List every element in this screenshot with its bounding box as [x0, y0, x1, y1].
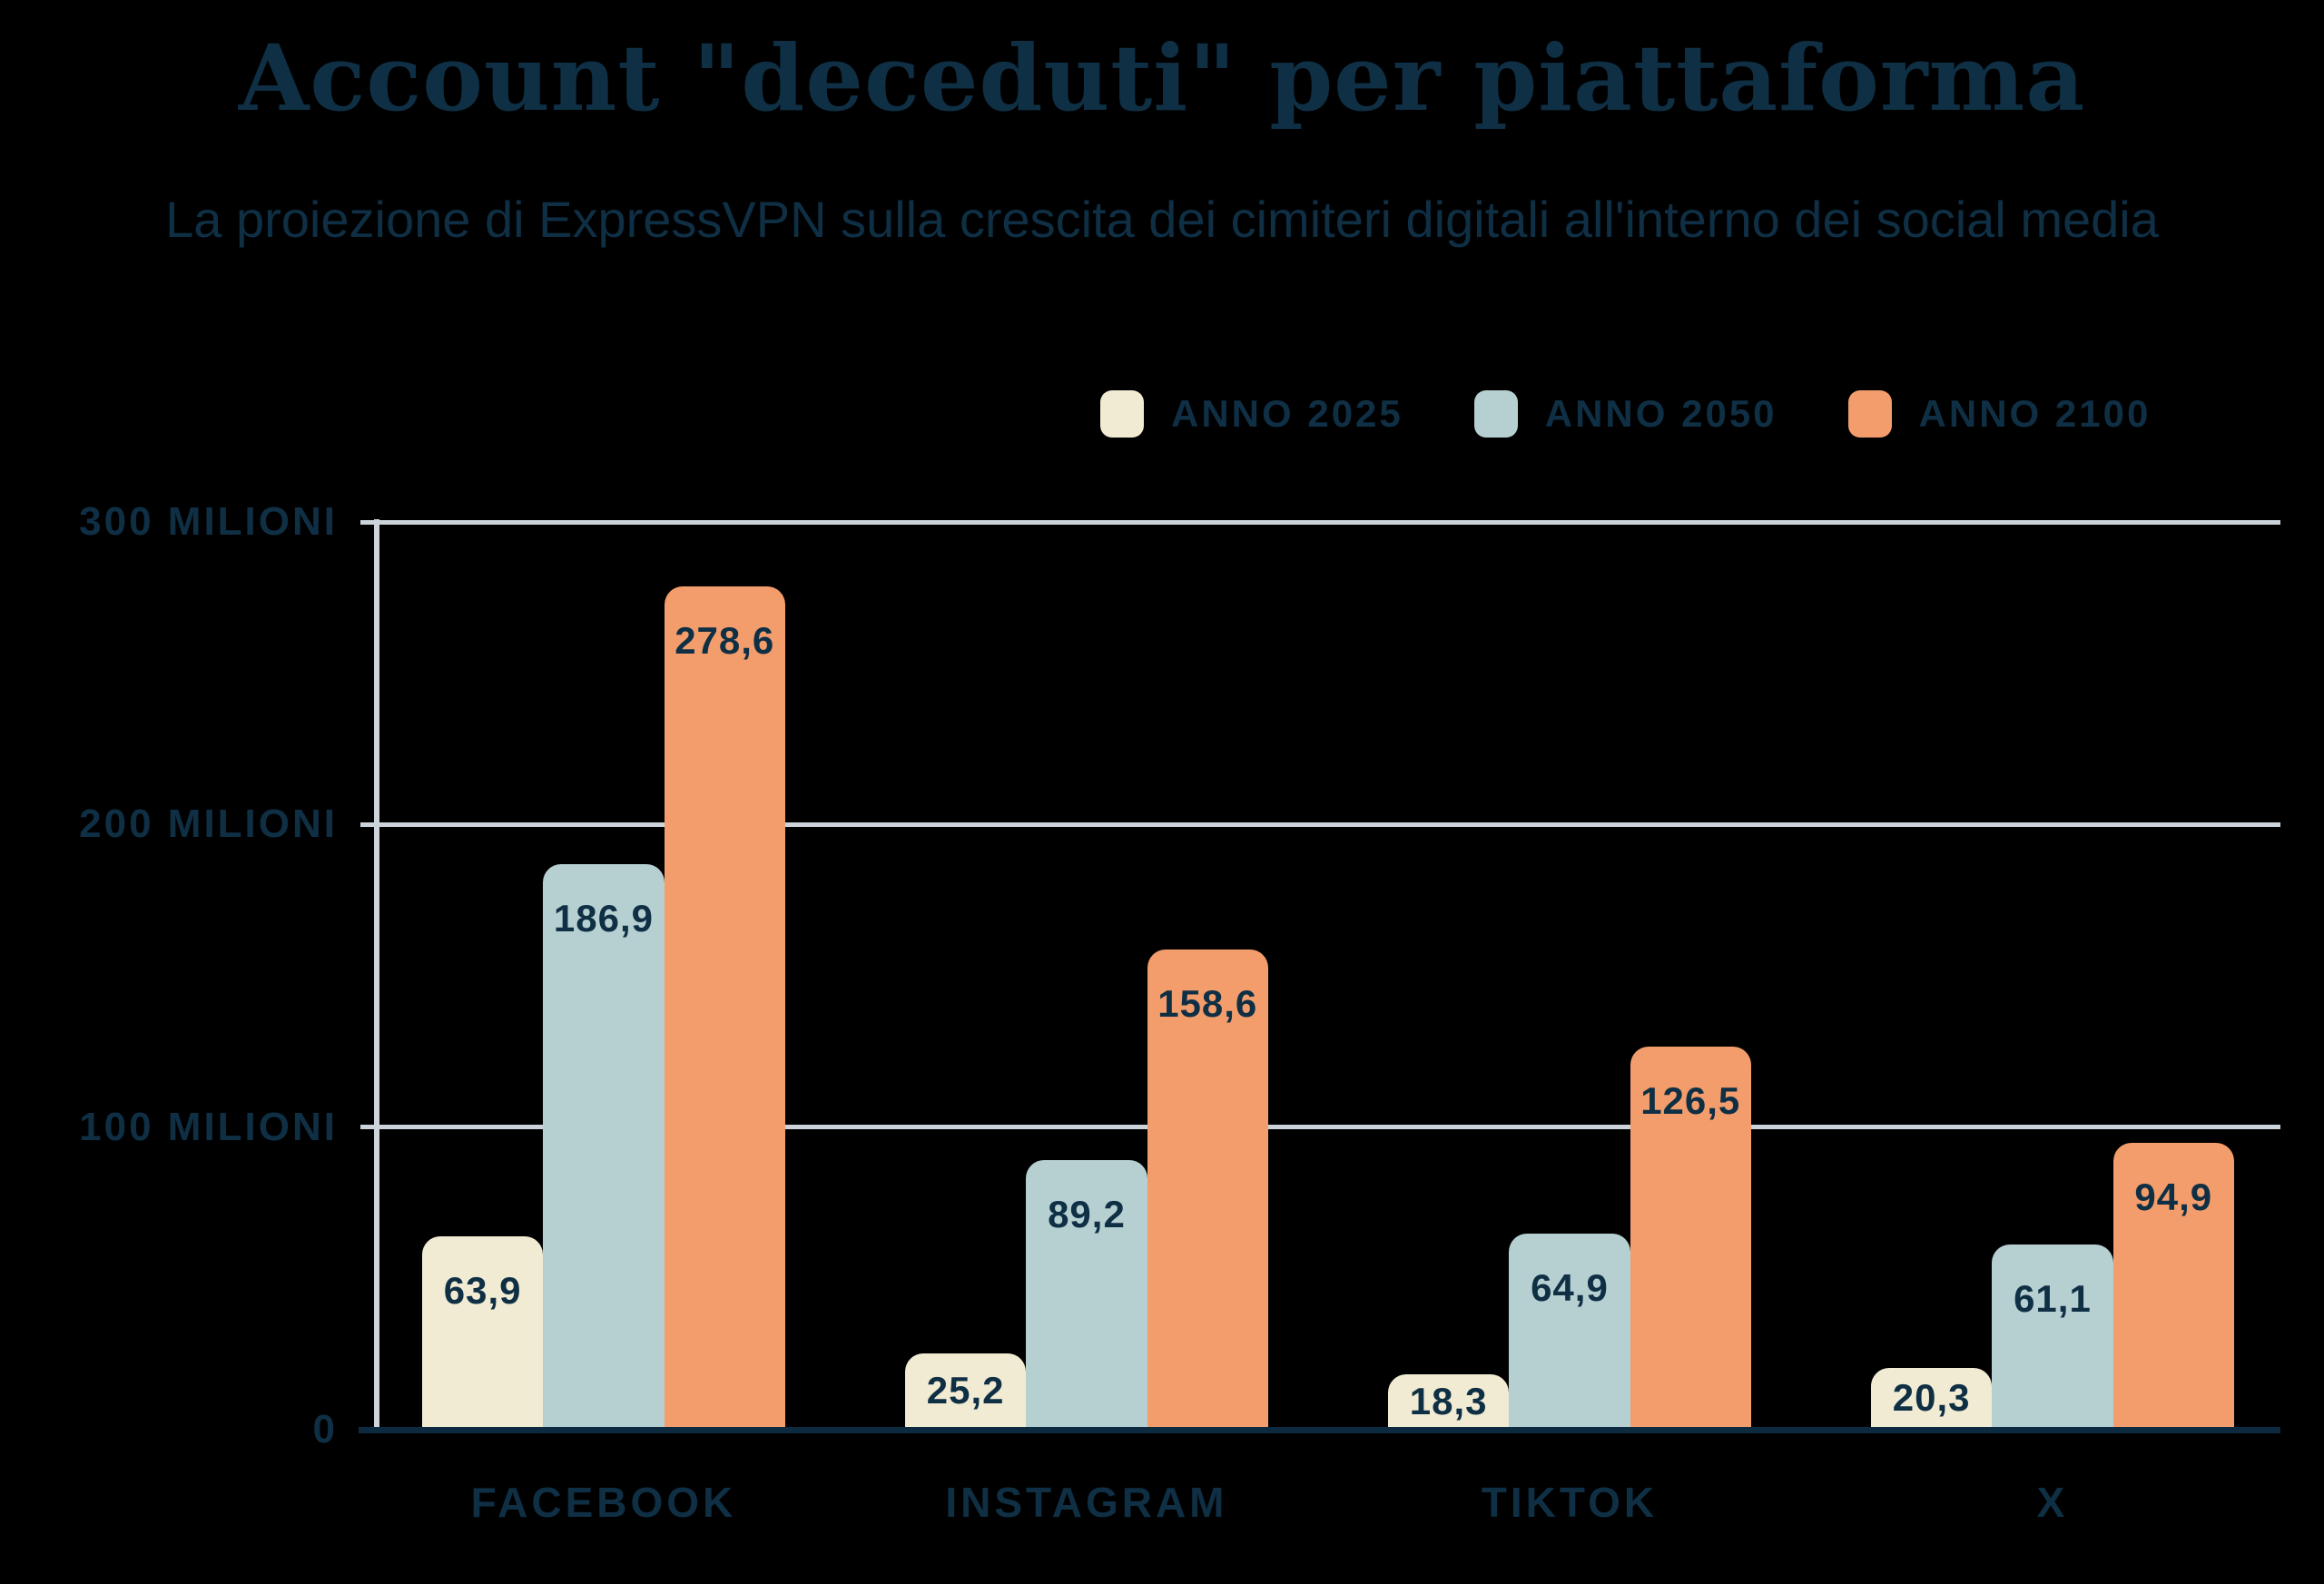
- bar-value-label: 63,9: [443, 1269, 522, 1312]
- bar-value-label: 158,6: [1157, 982, 1258, 1026]
- bar-tiktok-anno-2050: 64,9: [1509, 1233, 1630, 1430]
- gridline-200: [360, 822, 2280, 827]
- y-axis-tick-label: 0: [312, 1407, 338, 1451]
- bar-tiktok-anno-2100: 126,5: [1630, 1047, 1751, 1430]
- y-axis-tick-label: 100 MILIONI: [79, 1104, 338, 1149]
- bar-value-label: 278,6: [675, 619, 775, 663]
- bar-value-label: 61,1: [2014, 1277, 2092, 1321]
- bar-value-label: 64,9: [1531, 1265, 1609, 1309]
- gridline-300: [360, 519, 2280, 525]
- bar-value-label: 126,5: [1640, 1079, 1741, 1123]
- x-axis-category-label: INSTAGRAM: [945, 1479, 1228, 1526]
- bar-x-anno-2100: 94,9: [2112, 1142, 2234, 1430]
- bar-tiktok-anno-2025: 18,3: [1388, 1374, 1510, 1430]
- bar-x-anno-2025: 20,3: [1871, 1368, 1993, 1430]
- bar-instagram-anno-2100: 158,6: [1147, 949, 1268, 1430]
- legend-label: ANNO 2050: [1544, 392, 1777, 435]
- bar-value-label: 94,9: [2134, 1175, 2213, 1218]
- x-axis-category-label: X: [2036, 1479, 2069, 1526]
- y-axis-tick-label: 300 MILIONI: [79, 499, 338, 544]
- bar-value-label: 20,3: [1892, 1376, 1971, 1420]
- bar-value-label: 89,2: [1048, 1192, 1126, 1235]
- bar-facebook-anno-2025: 63,9: [422, 1236, 544, 1430]
- y-axis-tick-label: 200 MILIONI: [79, 802, 338, 847]
- bar-value-label: 25,2: [926, 1369, 1005, 1412]
- legend-swatch-icon: [1473, 390, 1518, 438]
- legend-label: ANNO 2025: [1171, 392, 1403, 435]
- legend-swatch-icon: [1100, 390, 1144, 438]
- x-axis-line: [359, 1427, 2280, 1433]
- bar-instagram-anno-2025: 25,2: [905, 1353, 1027, 1430]
- bar-facebook-anno-2100: 278,6: [664, 586, 785, 1430]
- chart-title: Account "deceduti" per piattaforma: [238, 25, 2086, 132]
- bar-instagram-anno-2050: 89,2: [1026, 1159, 1147, 1430]
- chart-subtitle: La proiezione di ExpressVPN sulla cresci…: [165, 191, 2159, 248]
- legend-item: ANNO 2100: [1847, 390, 2152, 438]
- legend: ANNO 2025 ANNO 2050 ANNO 2100: [1100, 390, 2151, 438]
- gridline-100: [360, 1125, 2280, 1130]
- bar-x-anno-2050: 61,1: [1992, 1245, 2113, 1430]
- x-axis-category-label: TIKTOK: [1481, 1479, 1659, 1526]
- legend-item: ANNO 2050: [1473, 390, 1777, 438]
- bar-value-label: 186,9: [553, 897, 654, 940]
- legend-swatch-icon: [1847, 390, 1892, 438]
- bar-facebook-anno-2050: 186,9: [543, 864, 665, 1430]
- legend-item: ANNO 2025: [1100, 390, 1403, 438]
- legend-label: ANNO 2100: [1918, 392, 2152, 435]
- x-axis-category-label: FACEBOOK: [470, 1479, 737, 1526]
- y-axis-line: [374, 519, 379, 1430]
- bar-value-label: 18,3: [1409, 1380, 1488, 1422]
